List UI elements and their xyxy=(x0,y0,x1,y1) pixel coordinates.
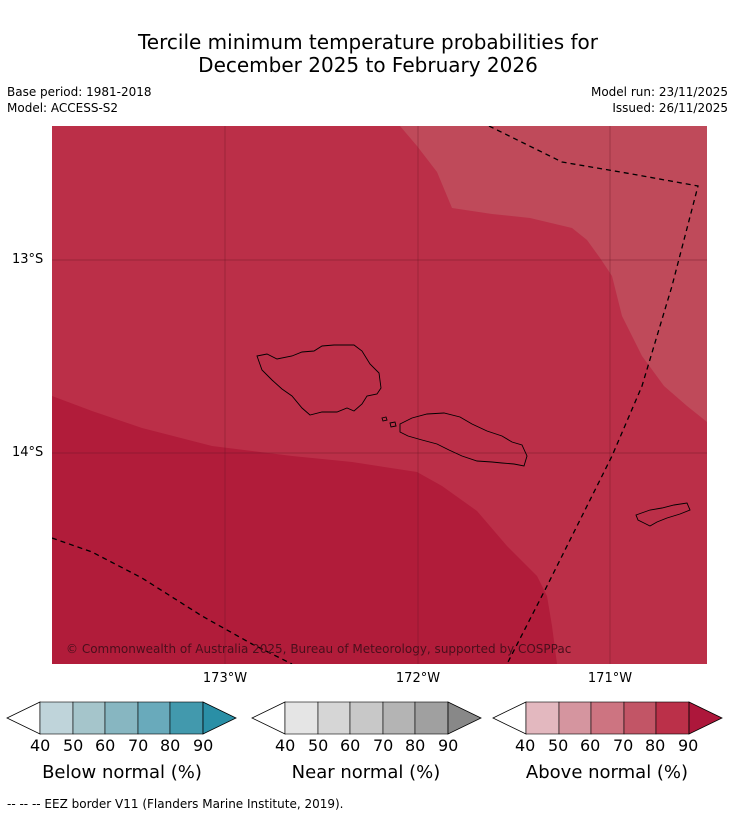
below-tick-60: 60 xyxy=(95,736,116,755)
colorbar-below-normal xyxy=(6,701,237,735)
colorbar-below-upper-arrow xyxy=(202,701,237,735)
eez-border-south xyxy=(52,537,293,664)
lon-label-172: 172°W xyxy=(395,671,441,686)
colorbar-above-normal xyxy=(492,701,723,735)
issued-date: Issued: 26/11/2025 xyxy=(612,101,728,115)
colorbar-below-lower-arrow xyxy=(6,701,41,735)
colorbar-near-bin-50 xyxy=(317,701,351,735)
eez-footnote: -- -- -- EEZ border V11 (Flanders Marine… xyxy=(7,797,344,811)
meta-right: Model run: 23/11/2025 Issued: 26/11/2025 xyxy=(591,84,728,116)
title-line-1: Tercile minimum temperature probabilitie… xyxy=(137,30,599,54)
colorbar-below-bin-70 xyxy=(137,701,171,735)
copyright-notice: © Commonwealth of Australia 2025, Bureau… xyxy=(66,642,572,656)
coastlines xyxy=(256,344,691,527)
island-manono xyxy=(389,421,397,428)
title-line-2: December 2025 to February 2026 xyxy=(198,53,538,77)
above-normal-title: Above normal (%) xyxy=(525,762,689,783)
map-panel: © Commonwealth of Australia 2025, Bureau… xyxy=(52,126,707,664)
model-run: Model run: 23/11/2025 xyxy=(590,85,728,99)
colorbar-below-bin-50 xyxy=(72,701,106,735)
near-tick-70: 70 xyxy=(373,736,394,755)
lighter-probability-region xyxy=(400,126,707,422)
colorbar-below-bin-60 xyxy=(104,701,139,735)
below-tick-80: 80 xyxy=(160,736,181,755)
island-apolima xyxy=(381,416,388,422)
colorbar-above-upper-arrow xyxy=(688,701,723,735)
island-savaii xyxy=(256,344,382,416)
near-tick-90: 90 xyxy=(438,736,459,755)
colorbar-near-lower-arrow xyxy=(251,701,286,735)
colorbar-near-bin-80 xyxy=(414,701,449,735)
colorbar-above-bin-40 xyxy=(525,701,560,735)
colorbar-near-upper-arrow xyxy=(447,701,482,735)
colorbar-near-bin-40 xyxy=(284,701,319,735)
colorbar-near-bin-60 xyxy=(349,701,384,735)
model-name: Model: ACCESS-S2 xyxy=(7,101,119,115)
below-tick-90: 90 xyxy=(193,736,214,755)
above-tick-70: 70 xyxy=(613,736,634,755)
lat-label-13: 13°S xyxy=(12,252,44,267)
base-period: Base period: 1981-2018 xyxy=(7,85,152,99)
map-title: Tercile minimum temperature probabilitie… xyxy=(0,31,736,77)
lat-label-14: 14°S xyxy=(12,445,44,460)
below-tick-40: 40 xyxy=(30,736,51,755)
lon-label-173: 173°W xyxy=(202,671,248,686)
above-tick-90: 90 xyxy=(678,736,699,755)
colorbar-above-lower-arrow xyxy=(492,701,527,735)
below-normal-title: Below normal (%) xyxy=(42,762,202,783)
eez-borders xyxy=(52,126,699,664)
meta-left: Base period: 1981-2018 Model: ACCESS-S2 xyxy=(7,84,152,116)
below-tick-50: 50 xyxy=(63,736,84,755)
above-tick-50: 50 xyxy=(548,736,569,755)
colorbar-near-bin-70 xyxy=(382,701,416,735)
above-tick-40: 40 xyxy=(515,736,536,755)
lon-label-171: 171°W xyxy=(587,671,633,686)
near-tick-40: 40 xyxy=(275,736,296,755)
colorbar-above-bin-70 xyxy=(623,701,657,735)
above-tick-80: 80 xyxy=(645,736,666,755)
colorbar-above-bin-60 xyxy=(590,701,625,735)
colorbar-below-bin-40 xyxy=(39,701,74,735)
colorbar-below-bin-80 xyxy=(169,701,204,735)
near-tick-80: 80 xyxy=(405,736,426,755)
island-upolu xyxy=(399,412,528,467)
near-tick-60: 60 xyxy=(340,736,361,755)
darker-probability-region xyxy=(52,396,557,664)
above-tick-60: 60 xyxy=(580,736,601,755)
near-normal-title: Near normal (%) xyxy=(291,762,441,783)
below-tick-70: 70 xyxy=(128,736,149,755)
island-tutuila xyxy=(635,502,691,527)
colorbar-above-bin-50 xyxy=(558,701,592,735)
colorbar-near-normal xyxy=(251,701,482,735)
colorbar-above-bin-80 xyxy=(655,701,690,735)
near-tick-50: 50 xyxy=(308,736,329,755)
graticule xyxy=(52,126,707,664)
map-svg xyxy=(52,126,707,664)
